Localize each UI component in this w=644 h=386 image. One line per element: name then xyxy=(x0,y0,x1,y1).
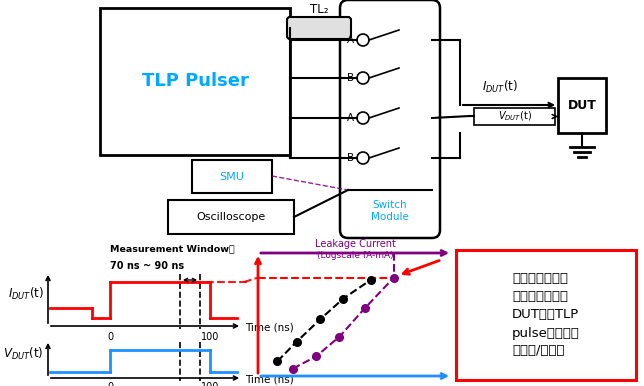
Text: A: A xyxy=(347,35,354,45)
FancyBboxPatch shape xyxy=(340,0,440,238)
Text: 漏电流曲线出现
明显偏折，说明
DUT在该TLP
pulse作用下发
生损伤/损坏。: 漏电流曲线出现 明显偏折，说明 DUT在该TLP pulse作用下发 生损伤/损… xyxy=(512,273,580,357)
Text: A: A xyxy=(347,113,354,123)
Text: TLP Pulser: TLP Pulser xyxy=(142,73,249,90)
Bar xyxy=(168,200,294,234)
Text: Oscilloscope: Oscilloscope xyxy=(196,212,265,222)
Text: SMU: SMU xyxy=(220,171,245,181)
Bar xyxy=(474,108,555,125)
Bar xyxy=(192,160,272,193)
Text: DUT: DUT xyxy=(567,99,596,112)
Text: Time (ns): Time (ns) xyxy=(245,375,294,385)
Text: $I_{DUT}$(t): $I_{DUT}$(t) xyxy=(482,79,518,95)
Text: B: B xyxy=(347,153,354,163)
Text: 0: 0 xyxy=(107,332,113,342)
Text: 70 ns ~ 90 ns: 70 ns ~ 90 ns xyxy=(110,261,184,271)
Text: (Logscale fA-mA): (Logscale fA-mA) xyxy=(317,251,393,260)
Text: Leakage Current: Leakage Current xyxy=(314,239,395,249)
Bar xyxy=(558,78,606,133)
Text: $V_{DUT}$(t): $V_{DUT}$(t) xyxy=(498,110,531,123)
Text: Switch
Module: Switch Module xyxy=(371,200,409,222)
Bar xyxy=(100,8,290,155)
Text: 100: 100 xyxy=(201,332,219,342)
Text: 100: 100 xyxy=(201,382,219,386)
Text: Measurement Window：: Measurement Window： xyxy=(110,244,235,253)
Text: 0: 0 xyxy=(107,382,113,386)
Text: Time (ns): Time (ns) xyxy=(245,323,294,333)
Text: TL₂: TL₂ xyxy=(310,3,328,16)
Text: $V_{DUT}$(t): $V_{DUT}$(t) xyxy=(3,346,44,362)
Text: B: B xyxy=(347,73,354,83)
Text: $I_{DUT}$(t): $I_{DUT}$(t) xyxy=(8,286,44,302)
Bar xyxy=(456,250,636,380)
FancyBboxPatch shape xyxy=(287,17,351,39)
